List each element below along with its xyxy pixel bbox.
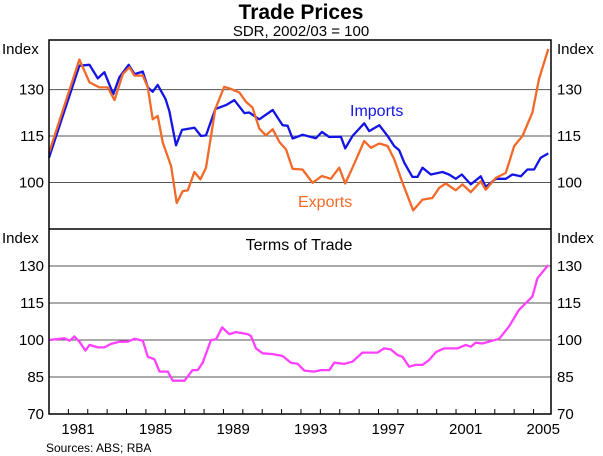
y-unit-label-right: Index — [557, 41, 594, 58]
x-tick-label: 1993 — [294, 421, 327, 438]
y-tick-label-right: 100 — [557, 175, 582, 192]
y-tick-label-left: 85 — [27, 369, 44, 386]
axis-labels: 100 100 115 115 130 130 Index Index 70 70 85 85 100 1… — [2, 41, 594, 438]
imports-series-label: Imports — [350, 103, 403, 120]
x-tick-label: 1985 — [139, 421, 172, 438]
x-tick-label: 2001 — [449, 421, 482, 438]
y-unit-label-left: Index — [2, 41, 39, 58]
terms-of-trade-panel-title: Terms of Trade — [246, 237, 353, 254]
source-note: Sources: ABS; RBA — [46, 441, 151, 455]
gridlines — [49, 89, 551, 378]
y-tick-label-left: 115 — [20, 295, 44, 312]
x-tick-label: 1989 — [216, 421, 249, 438]
y-tick-label-right: 100 — [557, 332, 582, 349]
x-tick-label: 1981 — [61, 421, 94, 438]
y-tick-label-left: 100 — [19, 332, 44, 349]
series-line-terms-of-trade — [48, 264, 550, 382]
y-tick-label-right: 85 — [557, 369, 574, 386]
y-unit-label-right: Index — [557, 230, 594, 247]
y-tick-label-right: 70 — [557, 406, 574, 423]
y-unit-label-left: Index — [2, 230, 39, 247]
series-line-imports — [47, 63, 549, 189]
y-tick-label-left: 115 — [20, 128, 44, 145]
y-tick-label-right: 115 — [557, 295, 581, 312]
y-tick-label-right: 130 — [557, 82, 582, 99]
exports-series-label: Exports — [298, 194, 352, 211]
y-tick-label-left: 130 — [19, 82, 44, 99]
y-tick-label-right: 115 — [557, 128, 581, 145]
y-tick-label-left: 130 — [19, 258, 44, 275]
chart-title: Trade Prices — [239, 1, 364, 24]
plot-frame — [48, 39, 552, 415]
series-lines — [47, 48, 550, 382]
x-tick-label: 2005 — [527, 421, 560, 438]
y-tick-label-left: 70 — [27, 406, 44, 423]
y-tick-label-right: 130 — [557, 258, 582, 275]
y-tick-label-left: 100 — [19, 175, 44, 192]
series-line-exports — [47, 48, 550, 212]
chart-subtitle: SDR, 2002/03 = 100 — [233, 23, 369, 40]
x-tick-label: 1997 — [372, 421, 405, 438]
